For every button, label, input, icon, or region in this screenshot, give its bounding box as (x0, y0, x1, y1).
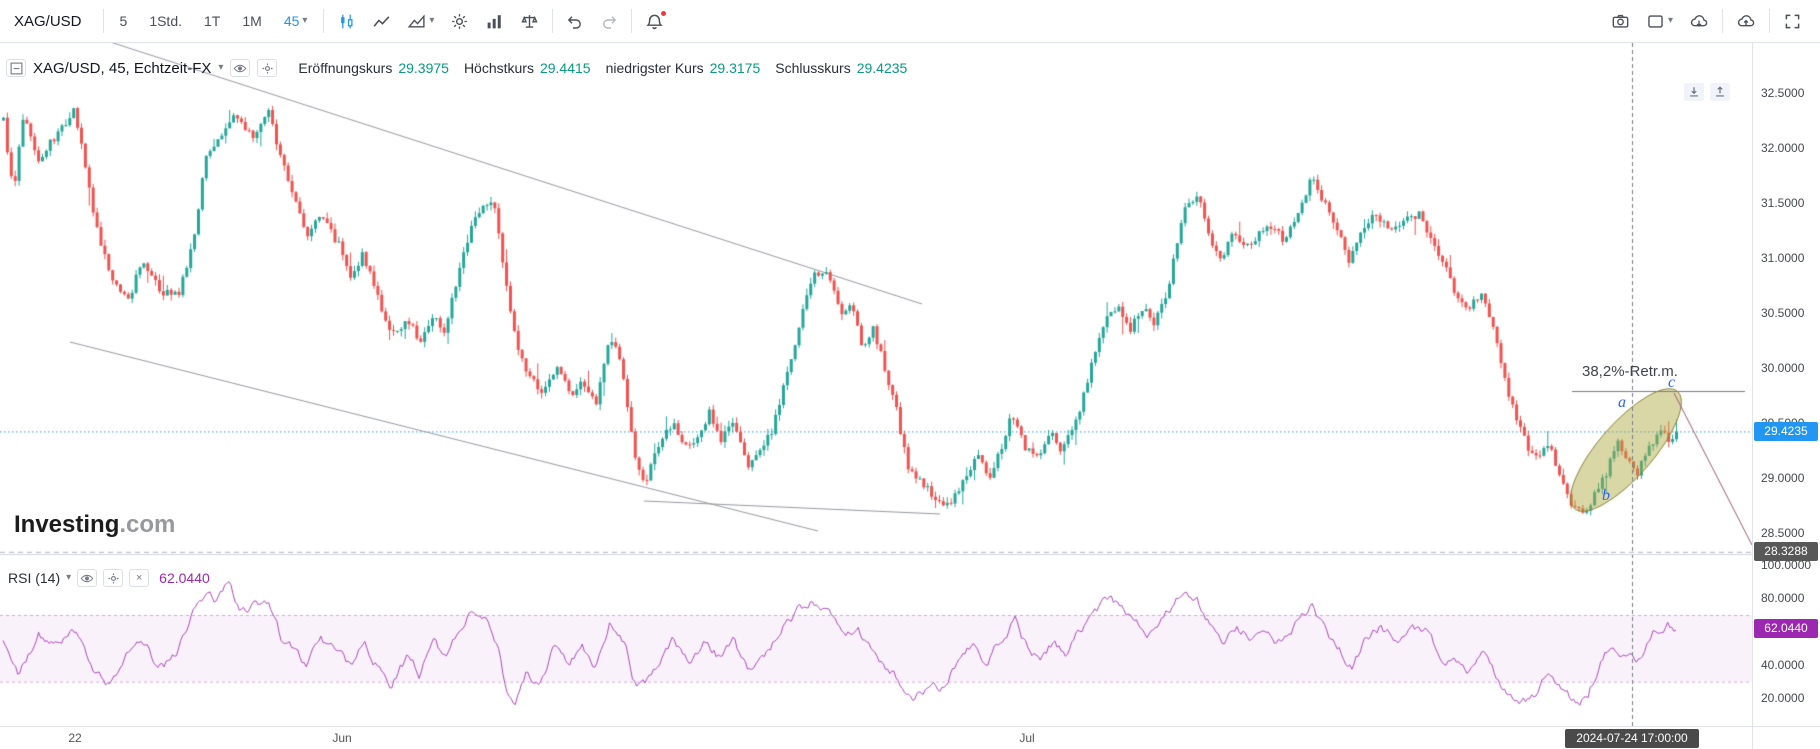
save-layout-cloud-icon[interactable] (1728, 4, 1764, 38)
price-tick-label: 32.5000 (1761, 86, 1805, 100)
pane-expand-icon[interactable] (1710, 83, 1730, 101)
price-tick-label: 28.5000 (1761, 526, 1805, 540)
line-style-icon[interactable] (364, 4, 399, 38)
alert-notification-dot (660, 10, 668, 17)
snapshot-camera-icon[interactable] (1603, 4, 1638, 38)
retracement-label: 38,2%-Retr.m. (1582, 363, 1678, 380)
rsi-tick-label: 40.0000 (1761, 657, 1805, 672)
interval-button-45-active[interactable]: 45 ▾ (273, 4, 319, 38)
compare-scales-icon[interactable] (512, 4, 547, 38)
price-tick-label: 30.5000 (1761, 306, 1805, 320)
point-c-label: c (1668, 374, 1676, 391)
settings-gear-icon[interactable] (442, 4, 477, 38)
projection-low-badge: 28.3288 (1754, 542, 1818, 562)
toolbar-separator (323, 9, 325, 33)
rsi-current-value: 62.0440 (159, 570, 210, 586)
load-layout-cloud-icon[interactable] (1681, 4, 1717, 38)
interval-button-1h[interactable]: 1Std. (149, 13, 183, 29)
point-a-label: a (1618, 394, 1626, 411)
chevron-down-icon[interactable]: ▾ (218, 62, 224, 73)
rsi-settings-icon[interactable] (103, 569, 124, 587)
rsi-title[interactable]: RSI (14) (8, 570, 61, 586)
low-label: niedrigster Kurs (605, 60, 704, 76)
chevron-down-icon: ▾ (1667, 15, 1673, 26)
chart-plot-area[interactable]: XAG/USD, 45, Echtzeit-FX ▾ Eröffnungskur… (0, 43, 1752, 726)
open-label: Eröffnungskurs (298, 60, 393, 76)
chart-style-dropdown-icon[interactable]: ▾ (399, 4, 442, 38)
rsi-tick-label: 80.0000 (1761, 591, 1805, 606)
toolbar-separator (631, 9, 633, 33)
open-value: 29.3975 (398, 60, 449, 76)
investing-logo-name: Investing (14, 511, 120, 538)
chevron-down-icon: ▾ (302, 15, 308, 26)
close-label: Schlusskurs (775, 60, 851, 76)
rsi-value-badge: 62.0440 (1754, 618, 1818, 638)
interval-button-1d[interactable]: 1T (204, 13, 221, 29)
time-axis[interactable]: 2024-07-24 17:00:00 22 Jun Jul (0, 726, 1820, 749)
pane-collapse-icon[interactable] (1684, 83, 1704, 101)
chevron-down-icon[interactable]: ▾ (66, 572, 72, 583)
high-label: Höchstkurs (463, 60, 534, 76)
toolbar-right: ▾ (1603, 0, 1810, 42)
rsi-eye-icon[interactable] (77, 569, 98, 587)
legend-settings-icon[interactable] (257, 59, 278, 77)
current-price-badge: 29.4235 (1754, 421, 1818, 441)
undo-icon[interactable] (558, 4, 592, 38)
point-b-label: b (1602, 487, 1610, 504)
interval-button-1mo[interactable]: 1M (242, 13, 262, 29)
price-tick-label: 29.0000 (1761, 471, 1805, 485)
ohlc-readout: Eröffnungskurs 29.3975 Höchstkurs 29.441… (298, 60, 916, 76)
rsi-tick-label: 20.0000 (1761, 691, 1805, 706)
toolbar: XAG/USD 5 1Std. 1T 1M 45 ▾ (0, 0, 1820, 43)
alerts-bell-icon[interactable] (637, 4, 672, 38)
price-tick-label: 31.0000 (1761, 251, 1805, 265)
investing-logo-tld: .com (119, 511, 176, 538)
price-tick-label: 31.5000 (1761, 196, 1805, 210)
pane-buttons (1684, 83, 1730, 101)
symbol-label[interactable]: XAG/USD (14, 12, 82, 30)
layout-select-icon[interactable]: ▾ (1638, 4, 1681, 38)
toolbar-separator (552, 9, 554, 33)
interval-button-5m[interactable]: 5 (119, 13, 128, 29)
toolbar-separator (1722, 9, 1723, 33)
chart-title[interactable]: XAG/USD, 45, Echtzeit-FX (33, 59, 212, 77)
legend-collapse-icon[interactable] (6, 59, 26, 77)
main-chart-legend: XAG/USD, 45, Echtzeit-FX ▾ Eröffnungskur… (6, 55, 916, 81)
toolbar-separator (1769, 9, 1770, 33)
legend-eye-icon[interactable] (230, 59, 251, 77)
toolbar-separator (102, 9, 104, 33)
toolbar-left: XAG/USD 5 1Std. 1T 1M 45 ▾ (10, 0, 672, 42)
chart-canvas[interactable] (0, 43, 1752, 726)
price-tick-label: 32.0000 (1761, 141, 1805, 155)
time-tick-label: Jul (1019, 731, 1035, 745)
time-tick-label: Jun (332, 731, 352, 745)
candlestick-style-icon[interactable] (329, 4, 364, 38)
high-value: 29.4415 (539, 60, 591, 76)
price-tick-label: 30.0000 (1761, 361, 1805, 375)
fullscreen-icon[interactable] (1775, 4, 1810, 38)
rsi-close-icon[interactable]: × (129, 569, 150, 587)
low-value: 29.3175 (709, 60, 761, 76)
indicators-icon[interactable] (477, 4, 512, 38)
chevron-down-icon: ▾ (429, 15, 435, 26)
crosshair-time-badge: 2024-07-24 17:00:00 (1565, 729, 1699, 748)
time-tick-label: 22 (68, 731, 82, 745)
price-axis[interactable]: 29.4235 28.3288 62.0440 32.5000 32.0000 31… (1752, 43, 1820, 749)
rsi-tick-label: 100.0000 (1761, 558, 1812, 572)
redo-icon[interactable] (592, 4, 626, 38)
rsi-legend: RSI (14) ▾ × 62.0440 (8, 567, 210, 589)
close-value: 29.4235 (856, 60, 908, 76)
investing-logo[interactable]: Investing.com (14, 511, 175, 539)
interval-label: 45 (283, 13, 300, 29)
